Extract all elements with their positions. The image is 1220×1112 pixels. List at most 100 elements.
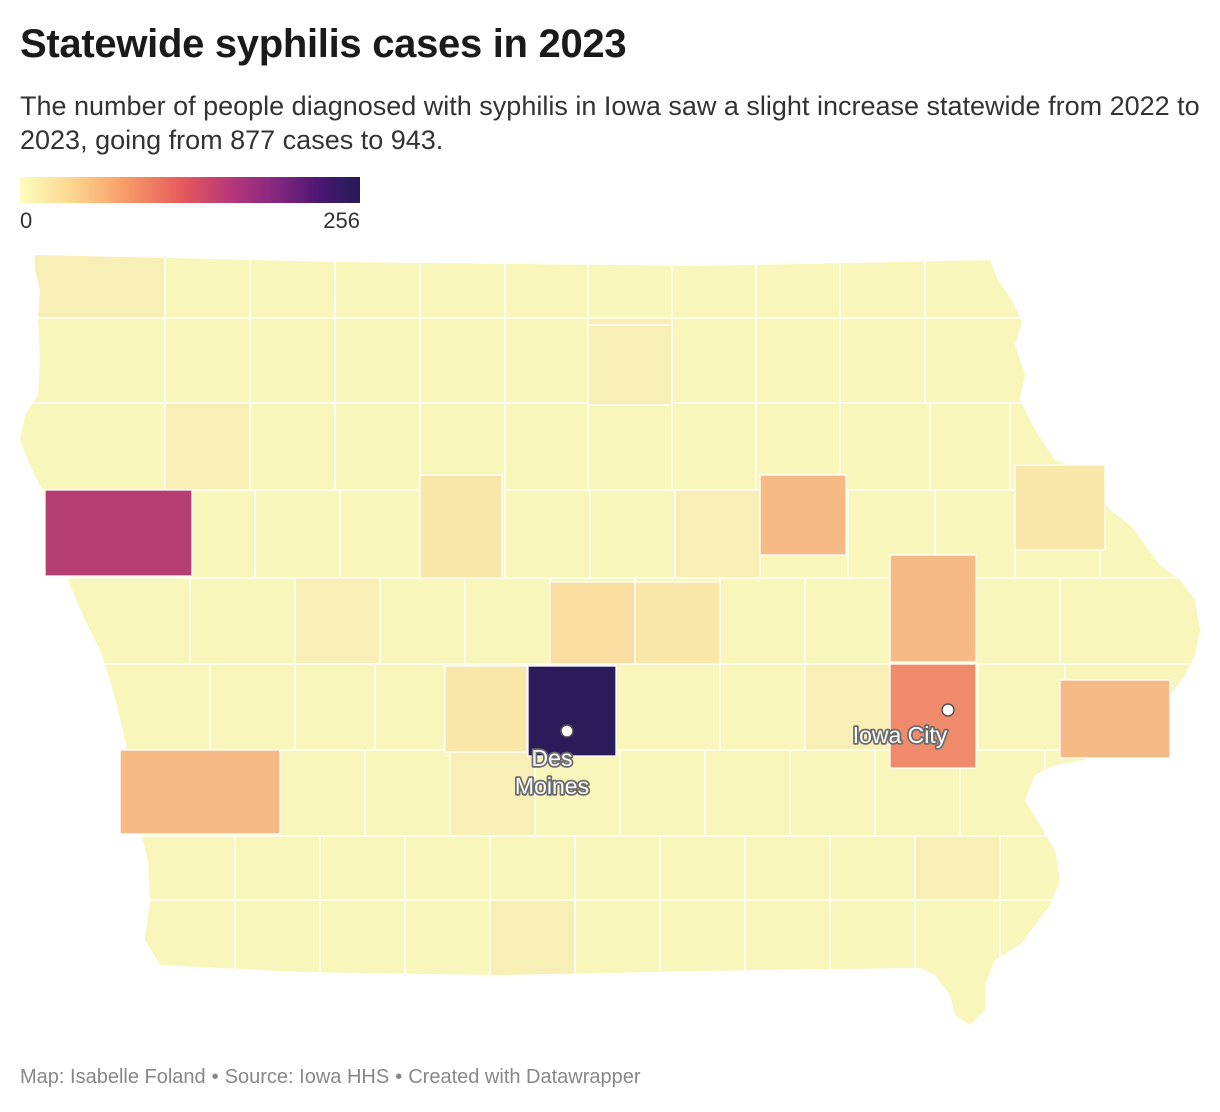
county <box>294 577 381 665</box>
county <box>449 749 536 837</box>
county <box>319 835 406 901</box>
county <box>619 749 706 837</box>
county <box>20 317 166 404</box>
county <box>334 402 421 491</box>
footer-separator: • <box>395 1066 403 1088</box>
legend-min-label: 0 <box>20 208 33 233</box>
county <box>574 835 661 901</box>
footer-tool: Created with Datawrapper <box>408 1066 641 1088</box>
county <box>164 402 251 491</box>
county <box>189 577 296 665</box>
county <box>374 663 446 751</box>
county <box>334 317 421 404</box>
county <box>339 489 421 579</box>
county <box>589 489 676 579</box>
chart-title: Statewide syphilis cases in 2023 <box>20 22 627 66</box>
chart-subtitle: The number of people diagnosed with syph… <box>20 91 1200 155</box>
county <box>234 899 321 1025</box>
county <box>574 899 661 1025</box>
county <box>209 663 296 751</box>
county <box>1099 489 1200 579</box>
county <box>164 255 251 319</box>
city-marker <box>560 724 574 738</box>
county <box>1044 749 1200 837</box>
city-label: Iowa City <box>853 722 948 748</box>
county <box>254 489 341 579</box>
chart-footer: Map: Isabelle Foland • Source: Iowa HHS • Cr… <box>20 1066 641 1089</box>
county <box>504 489 591 579</box>
county <box>671 255 757 319</box>
footer-separator: • <box>211 1066 219 1088</box>
county <box>839 402 931 491</box>
county <box>404 899 491 1025</box>
county <box>789 749 876 837</box>
county <box>744 835 831 901</box>
legend-max-label: 256 <box>323 208 360 233</box>
county <box>929 402 1011 491</box>
county <box>164 317 251 404</box>
county <box>419 317 506 404</box>
county <box>1059 577 1200 665</box>
county-highlight <box>587 324 673 406</box>
county <box>279 749 366 837</box>
county <box>20 899 236 1025</box>
county <box>20 577 191 665</box>
county-highlight <box>759 474 847 556</box>
county <box>319 899 406 1025</box>
county-highlight <box>527 665 617 757</box>
county <box>614 663 721 751</box>
county <box>804 663 891 751</box>
county <box>719 577 806 665</box>
county <box>20 663 211 751</box>
county <box>977 663 1066 751</box>
county <box>914 899 1001 1025</box>
county <box>804 577 891 665</box>
county <box>671 317 757 404</box>
county <box>659 835 746 901</box>
county-highlight <box>119 749 281 835</box>
county <box>924 255 1200 319</box>
iowa-county-map: Des Moines Iowa City <box>20 255 1200 1025</box>
county <box>334 255 421 319</box>
county <box>704 749 791 837</box>
county-highlight <box>1059 679 1171 759</box>
county <box>755 317 841 404</box>
county <box>294 663 376 751</box>
county-highlight <box>634 581 721 665</box>
county <box>504 317 589 404</box>
county <box>744 899 831 1025</box>
county <box>489 899 576 1025</box>
county-highlight <box>889 554 977 663</box>
color-legend: 0 256 <box>20 177 360 233</box>
city-marker <box>941 703 955 717</box>
county <box>464 577 551 665</box>
county <box>419 255 506 319</box>
county <box>379 577 466 665</box>
county <box>999 899 1200 1025</box>
county <box>20 835 236 901</box>
county <box>839 255 926 319</box>
county <box>20 255 166 319</box>
county <box>504 402 589 491</box>
legend-labels: 0 256 <box>20 208 360 233</box>
city-label: Des Moines <box>515 745 589 799</box>
county <box>914 835 1001 901</box>
county <box>234 835 321 901</box>
county <box>404 835 491 901</box>
county-highlight <box>444 665 528 753</box>
county <box>504 255 589 319</box>
footer-map-credit: Map: Isabelle Foland <box>20 1066 206 1088</box>
county-highlight <box>419 474 503 579</box>
county-highlight <box>889 663 977 769</box>
county <box>20 402 166 491</box>
county <box>587 402 673 491</box>
county <box>674 489 761 579</box>
legend-gradient-bar <box>20 177 360 203</box>
county <box>829 899 916 1025</box>
county <box>587 255 673 319</box>
county-highlight <box>549 581 636 665</box>
county-highlight <box>1014 464 1106 551</box>
county-highlight <box>44 489 193 577</box>
county <box>974 577 1061 665</box>
county <box>249 402 336 491</box>
